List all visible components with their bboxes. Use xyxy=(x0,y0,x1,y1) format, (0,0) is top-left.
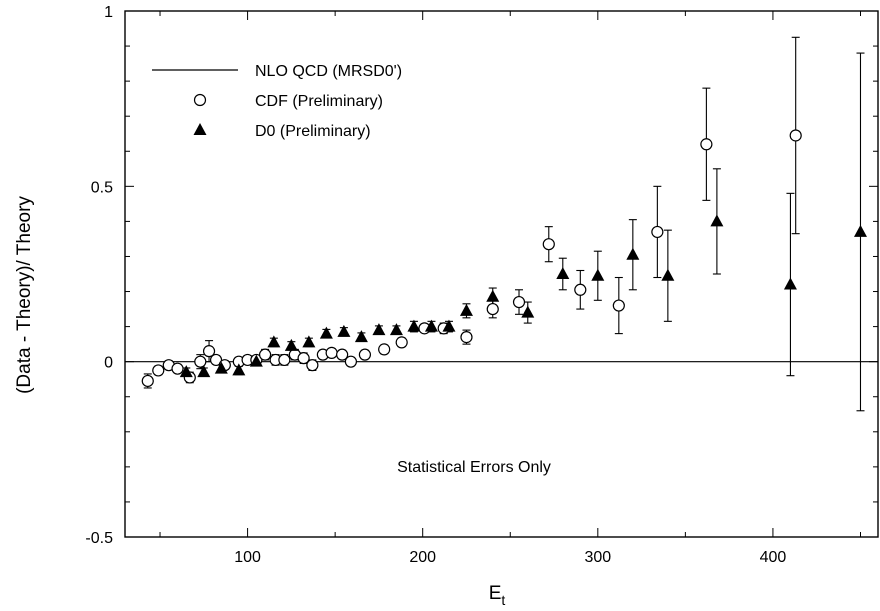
d0-point xyxy=(591,268,605,281)
cdf-point xyxy=(209,353,223,367)
legend-label-cdf: CDF (Preliminary) xyxy=(255,93,383,110)
d0-point xyxy=(372,323,386,336)
d0-point xyxy=(853,224,867,237)
cdf-point xyxy=(460,331,473,344)
cdf-point xyxy=(152,364,165,377)
d0-point xyxy=(197,365,211,378)
y-tick-label: 0 xyxy=(104,355,113,372)
cdf-point xyxy=(297,352,310,365)
cdf-point xyxy=(325,346,338,359)
cdf-point xyxy=(612,299,625,312)
cdf-point xyxy=(486,302,499,316)
legend-label-d0: D0 (Preliminary) xyxy=(255,123,371,140)
axis-ticks xyxy=(125,10,878,538)
x-axis-label-subscript: t xyxy=(501,592,505,608)
d0-point xyxy=(337,324,351,337)
cdf-point xyxy=(344,355,357,368)
d0-point xyxy=(486,289,500,302)
x-axis-label-main: E xyxy=(489,583,502,604)
d0-point xyxy=(284,338,298,351)
plot-axes xyxy=(124,10,879,538)
cdf-point xyxy=(395,336,408,349)
d0-point xyxy=(267,335,281,348)
cdf-point xyxy=(651,225,664,239)
cdf-point xyxy=(194,355,207,368)
d0-point xyxy=(179,365,193,378)
d0-point xyxy=(407,319,421,332)
cdf-point xyxy=(171,362,184,375)
legend: NLO QCD (MRSD0') CDF (Preliminary) D0 (P… xyxy=(152,63,402,140)
cdf-point xyxy=(512,295,526,309)
legend-label-reference: NLO QCD (MRSD0') xyxy=(255,63,402,80)
cdf-point xyxy=(336,348,349,361)
y-tick-label: 1 xyxy=(104,4,113,21)
d0-point xyxy=(302,335,316,348)
legend-marker-d0 xyxy=(193,123,207,135)
d0-point xyxy=(249,354,263,367)
cdf-point xyxy=(358,348,372,361)
cdf-point xyxy=(141,374,154,388)
legend-marker-cdf xyxy=(193,93,207,107)
y-tick-label: 0.5 xyxy=(91,179,113,196)
tick-labels: 100 200 300 400 -0.5 0 0.5 1 xyxy=(85,4,786,566)
error-bars xyxy=(143,36,865,412)
cdf-point xyxy=(789,129,802,142)
x-tick-label: 200 xyxy=(409,549,436,566)
d0-point xyxy=(214,361,228,374)
data-markers xyxy=(141,129,867,388)
y-tick-label: -0.5 xyxy=(85,530,113,547)
x-tick-label: 300 xyxy=(584,549,611,566)
cdf-point xyxy=(700,138,713,151)
plot-frame xyxy=(124,10,879,538)
d0-point xyxy=(354,330,368,343)
y-axis-label: (Data - Theory)/ Theory xyxy=(14,196,35,394)
annotation-text: Statistical Errors Only xyxy=(397,459,551,476)
d0-point xyxy=(232,363,246,376)
cdf-point xyxy=(258,348,272,361)
d0-point xyxy=(319,326,333,339)
cdf-point xyxy=(542,238,555,251)
cdf-point xyxy=(574,283,587,296)
d0-point xyxy=(710,214,724,227)
cdf-point xyxy=(202,345,216,358)
d0-point xyxy=(521,305,535,318)
d0-point xyxy=(556,267,570,279)
x-tick-label: 100 xyxy=(234,549,261,566)
d0-point xyxy=(783,277,797,290)
d0-point xyxy=(459,303,473,316)
x-tick-label: 400 xyxy=(760,549,787,566)
cdf-point xyxy=(378,343,391,356)
d0-point xyxy=(626,247,640,260)
d0-point xyxy=(661,268,675,281)
cdf-point xyxy=(278,353,291,367)
d0-point xyxy=(424,319,438,332)
d0-point xyxy=(442,319,456,332)
d0-point xyxy=(389,323,403,336)
x-axis-label: Et xyxy=(489,583,506,608)
cdf-point xyxy=(306,359,319,372)
